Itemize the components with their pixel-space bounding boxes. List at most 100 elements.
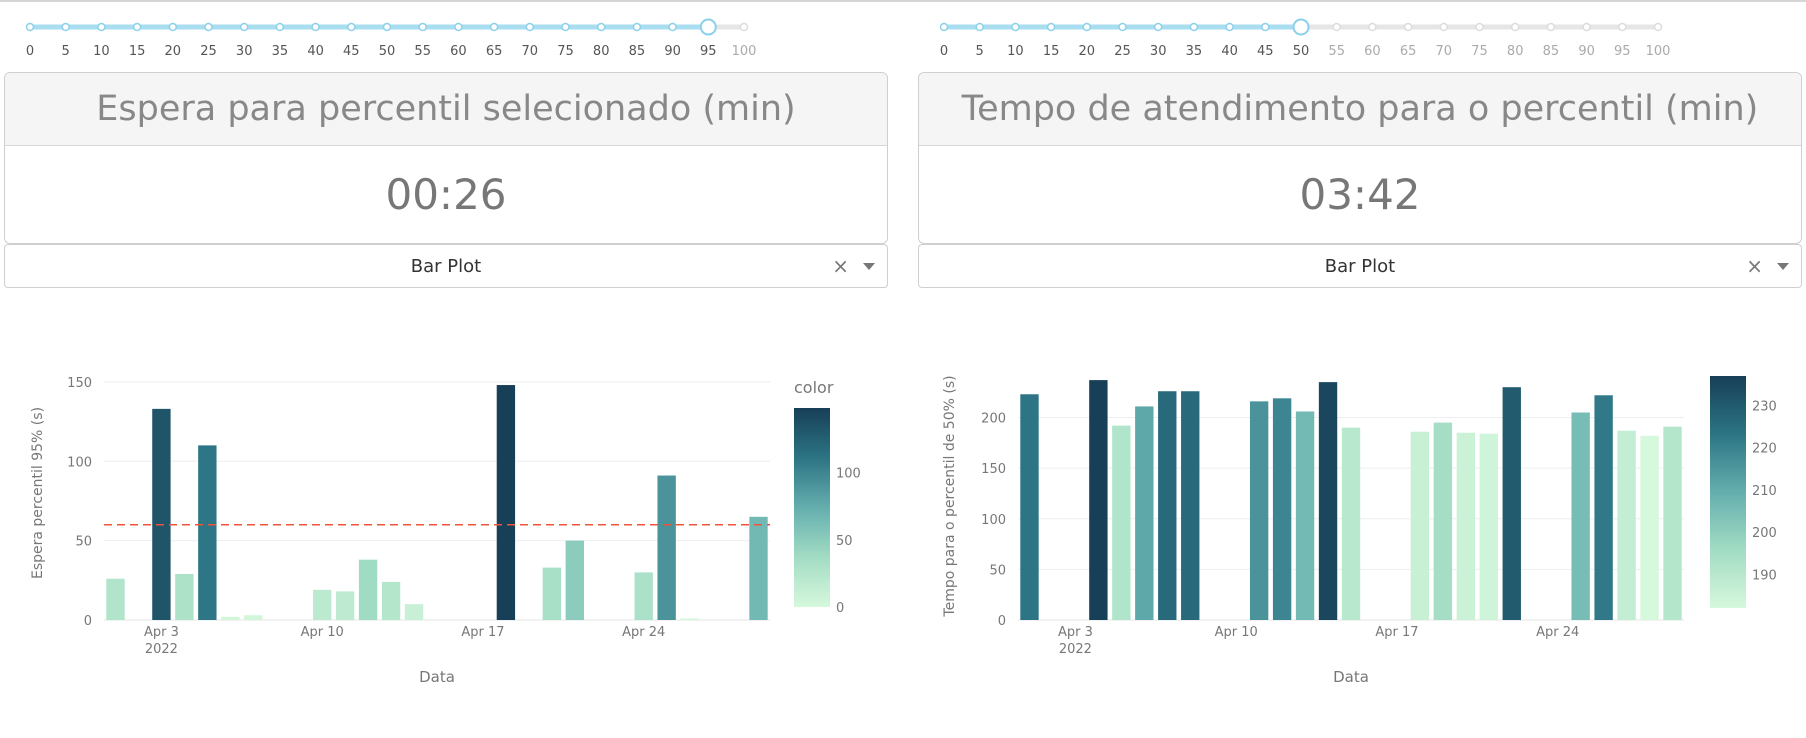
- slider-dot[interactable]: [632, 22, 642, 32]
- slider-dot[interactable]: [1618, 22, 1627, 32]
- slider-dot[interactable]: [1403, 22, 1413, 32]
- bar[interactable]: [1502, 387, 1521, 620]
- bar[interactable]: [1640, 435, 1659, 620]
- slider-dot[interactable]: [1261, 22, 1270, 32]
- slider-tick-label: 70: [1436, 44, 1453, 59]
- bar[interactable]: [1272, 398, 1292, 620]
- bar[interactable]: [1135, 406, 1154, 620]
- bar[interactable]: [198, 445, 217, 620]
- slider-dot[interactable]: [311, 22, 320, 32]
- slider-dot[interactable]: [275, 22, 285, 32]
- slider-dot[interactable]: [1510, 22, 1520, 32]
- slider-dot[interactable]: [1332, 22, 1341, 32]
- bar[interactable]: [1456, 432, 1476, 620]
- slider-dot[interactable]: [1439, 22, 1449, 32]
- slider-dot[interactable]: [975, 22, 984, 32]
- slider-dot[interactable]: [1368, 22, 1377, 32]
- slider-tick-label: 30: [236, 44, 253, 59]
- slider-dot[interactable]: [489, 22, 499, 32]
- bar[interactable]: [175, 573, 194, 620]
- bar[interactable]: [1295, 411, 1315, 620]
- bar[interactable]: [152, 408, 171, 620]
- slider-dot[interactable]: [382, 22, 392, 32]
- bar[interactable]: [1112, 425, 1131, 620]
- slider-handle[interactable]: [699, 18, 717, 36]
- slider-dot[interactable]: [1011, 22, 1020, 32]
- plot-type-dropdown[interactable]: Bar Plot ×: [918, 244, 1802, 288]
- bar[interactable]: [381, 581, 401, 620]
- slider-dot[interactable]: [61, 22, 70, 32]
- bar[interactable]: [1181, 391, 1200, 620]
- slider-dot[interactable]: [1225, 22, 1234, 32]
- bar[interactable]: [657, 475, 676, 620]
- bar[interactable]: [221, 616, 240, 620]
- bar[interactable]: [1318, 382, 1338, 620]
- bar[interactable]: [1089, 380, 1108, 620]
- slider-dot[interactable]: [1118, 22, 1127, 32]
- bar[interactable]: [1617, 430, 1636, 620]
- bar[interactable]: [1663, 426, 1682, 620]
- bar[interactable]: [1341, 427, 1361, 620]
- slider-dot[interactable]: [1189, 22, 1199, 32]
- slider-tick-label: 100: [1646, 44, 1671, 59]
- bar[interactable]: [1433, 422, 1453, 620]
- x-tick-label: Apr 3: [144, 625, 179, 640]
- bar[interactable]: [1479, 433, 1498, 620]
- slider-dot[interactable]: [204, 22, 213, 32]
- slider-dot[interactable]: [239, 22, 249, 32]
- bar[interactable]: [1158, 391, 1177, 620]
- slider-dot[interactable]: [939, 22, 949, 32]
- bar[interactable]: [1249, 401, 1269, 620]
- bar[interactable]: [749, 516, 768, 620]
- slider-dot[interactable]: [1653, 22, 1663, 32]
- slider-dot[interactable]: [454, 22, 463, 32]
- clear-icon[interactable]: ×: [1746, 254, 1763, 278]
- slider-dot[interactable]: [561, 22, 570, 32]
- bar[interactable]: [106, 578, 125, 620]
- bar[interactable]: [496, 385, 516, 620]
- colorbar: [794, 408, 830, 607]
- slider-dot[interactable]: [1475, 22, 1484, 32]
- plot-type-dropdown[interactable]: Bar Plot ×: [4, 244, 888, 288]
- slider-dot[interactable]: [1153, 22, 1163, 32]
- slider-tick-label: 15: [1043, 44, 1060, 59]
- chevron-down-icon[interactable]: [1777, 263, 1789, 270]
- slider-dot[interactable]: [525, 22, 535, 32]
- slider-dot[interactable]: [1082, 22, 1092, 32]
- slider-dot[interactable]: [1046, 22, 1056, 32]
- chevron-down-icon[interactable]: [863, 263, 875, 270]
- slider-dot[interactable]: [25, 22, 35, 32]
- colorbar-tick-label: 0: [836, 601, 844, 616]
- percentile-slider[interactable]: 0 5 10 15 20 25 30 35 40 45 50 55 60 65 70 75 80 85 90 95 10…: [918, 0, 1802, 70]
- slider-handle[interactable]: [1292, 18, 1310, 36]
- bar[interactable]: [634, 572, 653, 620]
- x-tick-label: Apr 24: [1536, 625, 1579, 640]
- bar[interactable]: [244, 615, 263, 620]
- slider-dot[interactable]: [1582, 22, 1591, 32]
- slider-tick-label: 20: [1079, 44, 1096, 59]
- bar[interactable]: [680, 618, 699, 620]
- bar[interactable]: [1020, 394, 1039, 620]
- slider-dot[interactable]: [1546, 22, 1556, 32]
- slider-dot[interactable]: [596, 22, 606, 32]
- bar[interactable]: [404, 604, 424, 620]
- slider-dot[interactable]: [132, 22, 142, 32]
- slider-dot[interactable]: [347, 22, 356, 32]
- bar[interactable]: [1594, 395, 1613, 620]
- slider-dot[interactable]: [97, 22, 106, 32]
- slider-dot[interactable]: [168, 22, 178, 32]
- slider-dot[interactable]: [668, 22, 677, 32]
- y-tick-label: 0: [998, 614, 1006, 629]
- bar[interactable]: [565, 540, 584, 620]
- percentile-slider[interactable]: 0 5 10 15 20 25 30 35 40 45 50 55 60 65 70 75 80 85 90 95 10…: [4, 0, 888, 70]
- bar[interactable]: [1410, 431, 1430, 620]
- wait-card: Espera para percentil selecionado (min) …: [4, 72, 888, 244]
- slider-dot[interactable]: [418, 22, 427, 32]
- bar[interactable]: [542, 567, 562, 620]
- bar[interactable]: [335, 591, 355, 620]
- clear-icon[interactable]: ×: [832, 254, 849, 278]
- bar[interactable]: [1571, 412, 1590, 620]
- bar[interactable]: [312, 589, 332, 620]
- slider-dot[interactable]: [739, 22, 749, 32]
- bar[interactable]: [358, 559, 378, 620]
